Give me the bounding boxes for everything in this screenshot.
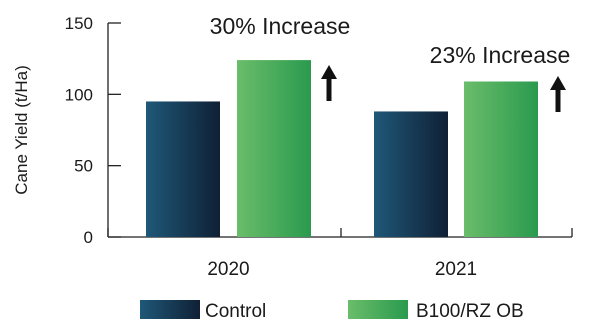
y-tick-label: 100 bbox=[65, 85, 93, 104]
legend-label: Control bbox=[205, 301, 266, 322]
bar-treatment-2020 bbox=[237, 60, 311, 237]
legend-swatch-control bbox=[140, 300, 200, 319]
legend-swatch-treatment bbox=[348, 300, 408, 319]
annotations: 30% Increase 23% Increase bbox=[210, 13, 571, 112]
bars bbox=[146, 60, 538, 237]
y-tick-label: 50 bbox=[74, 157, 93, 176]
legend: Control B100/RZ OB bbox=[140, 300, 524, 322]
bar-control-2021 bbox=[374, 111, 448, 237]
x-ticks: 2020 2021 bbox=[107, 228, 573, 280]
x-tick-label: 2020 bbox=[207, 259, 249, 280]
x-tick-label: 2021 bbox=[435, 259, 477, 280]
up-arrow-icon bbox=[550, 76, 566, 112]
annotation-label: 23% Increase bbox=[430, 42, 571, 68]
bar-control-2020 bbox=[146, 101, 220, 237]
up-arrow-icon bbox=[321, 65, 337, 101]
legend-label: B100/RZ OB bbox=[416, 301, 524, 322]
y-axis-title: Cane Yield (t/Ha) bbox=[12, 65, 31, 194]
annotation-label: 30% Increase bbox=[210, 13, 351, 39]
y-tick-label: 0 bbox=[84, 228, 93, 247]
y-tick-label: 150 bbox=[65, 14, 93, 33]
y-ticks: 0 50 100 150 bbox=[65, 14, 121, 247]
bar-treatment-2021 bbox=[464, 81, 538, 237]
